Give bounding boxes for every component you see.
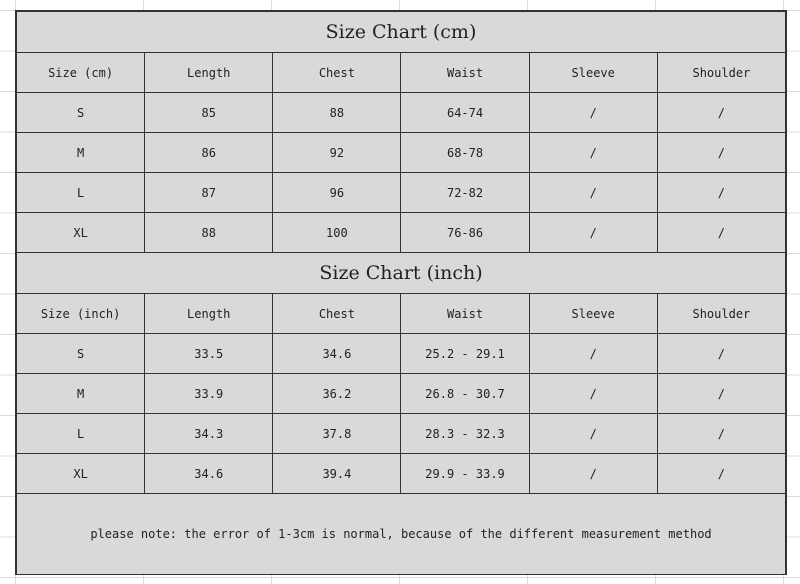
table-cell: 34.3 (144, 413, 274, 454)
table-cell: 88 (272, 92, 402, 133)
table-cell: L (15, 413, 146, 454)
table-cell: / (656, 373, 787, 414)
column-header: Waist (400, 52, 530, 93)
table-cell: / (656, 413, 787, 454)
title-row: Size Chart (inch) (16, 252, 786, 294)
table-cell: / (656, 132, 787, 173)
table-cell: 88 (144, 212, 274, 253)
table-cell: 85 (144, 92, 274, 133)
table-cell: / (528, 333, 658, 374)
table-cell: / (528, 172, 658, 213)
table-cell: S (15, 333, 146, 374)
column-header: Shoulder (656, 52, 787, 93)
table-cell: 34.6 (272, 333, 402, 374)
table-cell: XL (15, 212, 146, 253)
table-row: XL 34.6 39.4 29.9 - 33.9// (15, 453, 787, 494)
table-cell: 36.2 (272, 373, 402, 414)
table-cell: / (528, 212, 658, 253)
table-title: Size Chart (cm) (16, 11, 786, 53)
table-cell: / (528, 373, 658, 414)
table-cell: 33.5 (144, 333, 274, 374)
table-cell: XL (15, 453, 146, 494)
size-chart-table: Size Chart (cm) Size (cm) Length Chest Waist… (15, 11, 787, 574)
column-header: Size (inch) (15, 293, 146, 334)
column-header: Length (144, 52, 274, 93)
table-cell: 34.6 (144, 453, 274, 494)
note-row: please note: the error of 1-3cm is norma… (16, 493, 786, 574)
table-cell: M (15, 132, 146, 173)
table-cell: / (528, 92, 658, 133)
column-header: Size (cm) (15, 52, 146, 93)
column-header: Chest (272, 293, 402, 334)
table-title: Size Chart (inch) (16, 252, 786, 294)
table-cell: / (656, 333, 787, 374)
table-cell: 76-86 (400, 212, 530, 253)
table-cell: / (528, 453, 658, 494)
table-cell: 39.4 (272, 453, 402, 494)
table-cell: 28.3 - 32.3 (400, 413, 530, 454)
table-row: XL 88 100 76-86// (15, 212, 787, 253)
size-chart-sheet: Size Chart (cm) Size (cm) Length Chest Waist… (15, 10, 787, 575)
column-header: Length (144, 293, 274, 334)
table-cell: / (656, 212, 787, 253)
column-header: Sleeve (528, 293, 658, 334)
table-row: S 85 88 64-74// (15, 92, 787, 133)
column-header: Sleeve (528, 52, 658, 93)
table-cell: / (656, 92, 787, 133)
column-header: Waist (400, 293, 530, 334)
table-row: M 86 92 68-78// (15, 132, 787, 173)
table-cell: 92 (272, 132, 402, 173)
header-row: Size (cm) Length Chest Waist Sleeve Shoulder (15, 52, 787, 93)
table-cell: / (528, 413, 658, 454)
table-cell: S (15, 92, 146, 133)
table-row: M 33.9 36.2 26.8 - 30.7// (15, 373, 787, 414)
column-header: Chest (272, 52, 402, 93)
header-row: Size (inch) Length Chest Waist Sleeve Shoulde… (15, 293, 787, 334)
table-cell: 100 (272, 212, 402, 253)
measurement-note: please note: the error of 1-3cm is norma… (16, 493, 786, 574)
table-row: S 33.5 34.6 25.2 - 29.1// (15, 333, 787, 374)
table-cell: 68-78 (400, 132, 530, 173)
table-cell: L (15, 172, 146, 213)
table-cell: / (656, 172, 787, 213)
table-cell: 72-82 (400, 172, 530, 213)
table-cell: 64-74 (400, 92, 530, 133)
table-row: L 34.3 37.8 28.3 - 32.3// (15, 413, 787, 454)
table-cell: 86 (144, 132, 274, 173)
table-cell: 29.9 - 33.9 (400, 453, 530, 494)
table-cell: / (656, 453, 787, 494)
table-cell: / (528, 132, 658, 173)
table-cell: 37.8 (272, 413, 402, 454)
table-cell: 26.8 - 30.7 (400, 373, 530, 414)
column-header: Shoulder (656, 293, 787, 334)
table-cell: M (15, 373, 146, 414)
table-cell: 25.2 - 29.1 (400, 333, 530, 374)
table-row: L 87 96 72-82// (15, 172, 787, 213)
table-cell: 87 (144, 172, 274, 213)
title-row: Size Chart (cm) (16, 11, 786, 53)
table-cell: 33.9 (144, 373, 274, 414)
table-cell: 96 (272, 172, 402, 213)
